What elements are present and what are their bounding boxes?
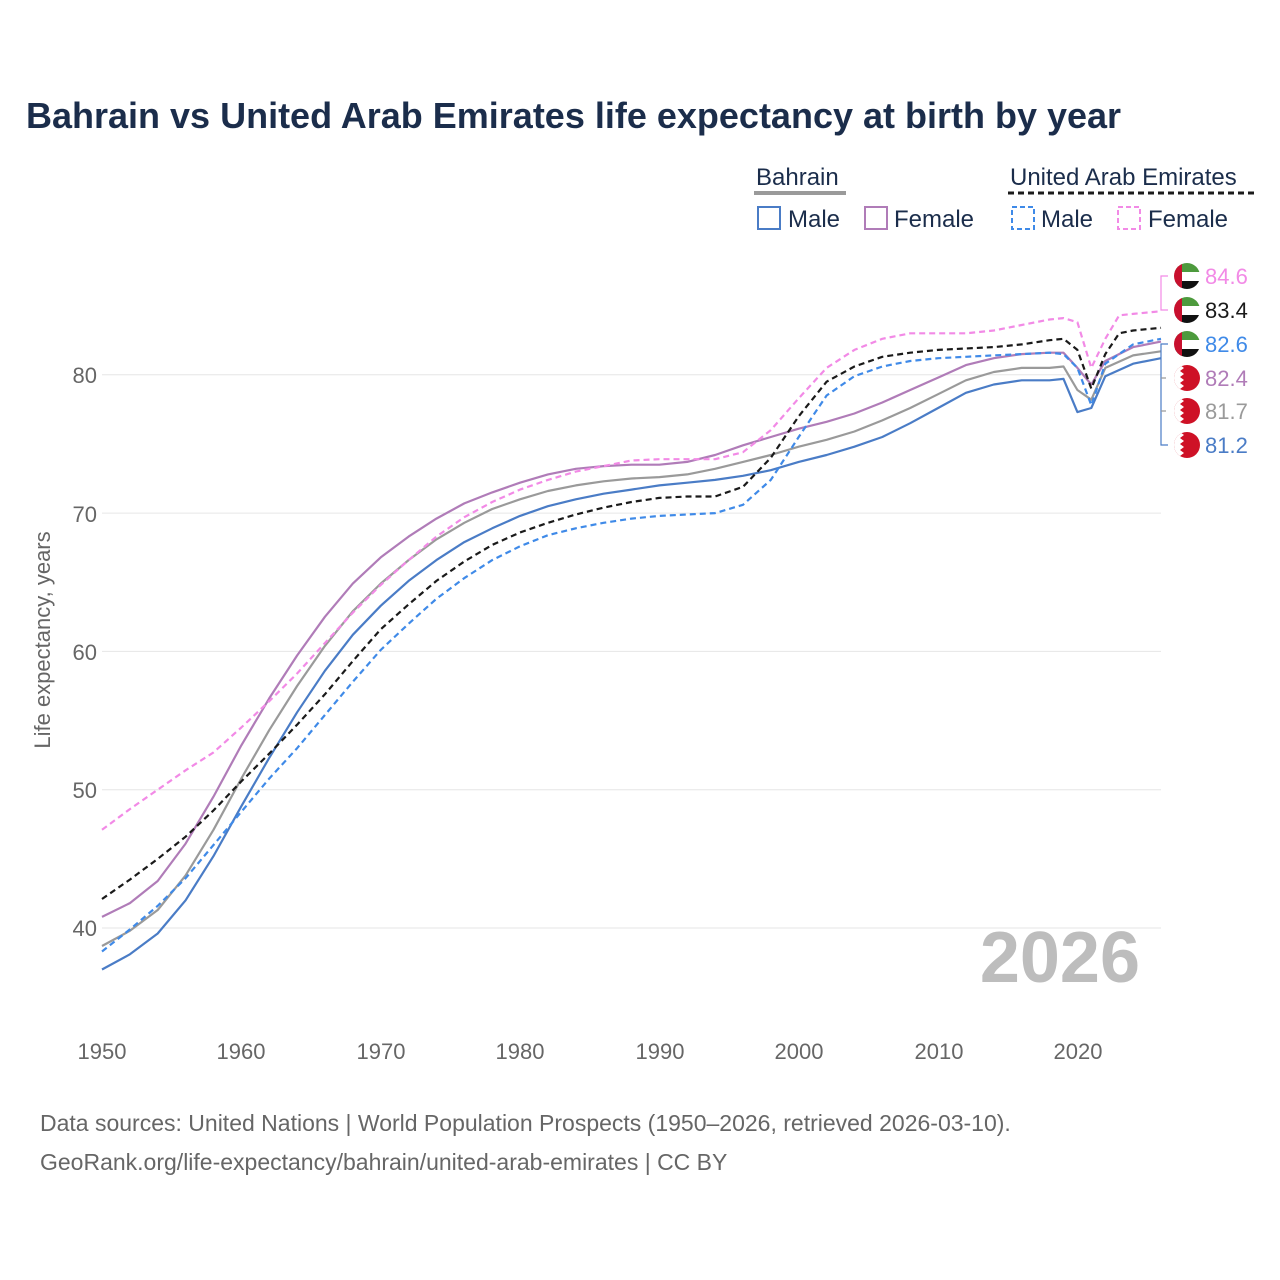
y-axis-title: Life expectancy, years (30, 531, 55, 748)
x-tick-label: 1980 (496, 1039, 545, 1064)
end-label-uae-total: 83.4 (1205, 298, 1248, 323)
x-tick-label: 2020 (1054, 1039, 1103, 1064)
y-tick-label: 50 (73, 778, 97, 803)
x-axis: 1950 1960 1970 1980 1990 2000 2010 2020 (78, 1039, 1103, 1064)
legend-label-bahrain-male: Male (788, 206, 840, 233)
footer-source: Data sources: United Nations | World Pop… (40, 1110, 1011, 1136)
series-line-uae-male (101, 337, 1162, 953)
legend-label-uae-female: Female (1148, 206, 1228, 233)
y-tick-label: 70 (73, 502, 97, 527)
legend-swatch-uae-male (1011, 206, 1035, 230)
legend-label-bahrain-female: Female (894, 206, 974, 233)
y-tick-label: 80 (73, 363, 97, 388)
legend-title-bahrain: Bahrain (756, 164, 839, 191)
uae-flag-icon (1174, 263, 1200, 289)
end-label-bahrain-male: 81.2 (1205, 433, 1248, 458)
x-tick-label: 2010 (915, 1039, 964, 1064)
y-tick-label: 60 (73, 640, 97, 665)
end-label-bahrain-female: 82.4 (1205, 366, 1248, 391)
x-tick-label: 1960 (217, 1039, 266, 1064)
legend-swatch-bahrain-male (757, 206, 781, 230)
y-axis: 40 50 60 70 80 Life expectancy, years (30, 363, 97, 941)
x-tick-label: 1950 (78, 1039, 127, 1064)
chart-title: Bahrain vs United Arab Emirates life exp… (26, 95, 1121, 136)
legend-label-uae-male: Male (1041, 206, 1093, 233)
bahrain-flag-icon (1174, 365, 1200, 391)
end-flags (1174, 263, 1200, 458)
end-labels: 84.6 83.4 82.6 82.4 81.7 81.2 (1205, 264, 1248, 458)
end-label-uae-female: 84.6 (1205, 264, 1248, 289)
series-line-uae-total (101, 326, 1162, 900)
y-tick-label: 40 (73, 916, 97, 941)
bahrain-flag-icon (1174, 432, 1200, 458)
footer-link[interactable]: GeoRank.org/life-expectancy/bahrain/unit… (40, 1149, 727, 1175)
x-tick-label: 2000 (775, 1039, 824, 1064)
end-label-uae-male: 82.6 (1205, 332, 1248, 357)
series-layer (101, 310, 1162, 971)
series-line-uae-female (101, 310, 1162, 831)
series-line-bahrain-total (101, 350, 1162, 947)
legend: Bahrain Male Female United Arab Emirates… (754, 164, 1256, 233)
bahrain-flag-icon (1174, 398, 1200, 424)
legend-swatch-bahrain-female (864, 206, 888, 230)
uae-flag-icon (1174, 297, 1200, 323)
end-label-brackets (1160, 275, 1168, 446)
legend-title-uae: United Arab Emirates (1010, 164, 1237, 191)
uae-flag-icon (1174, 331, 1200, 357)
end-label-bahrain-total: 81.7 (1205, 399, 1248, 424)
gridlines (102, 374, 1161, 929)
legend-swatch-uae-female (1117, 206, 1141, 230)
series-line-bahrain-male (101, 357, 1162, 971)
x-tick-label: 1970 (357, 1039, 406, 1064)
year-label: 2026 (980, 918, 1140, 998)
series-line-bahrain-female (101, 340, 1162, 918)
x-tick-label: 1990 (636, 1039, 685, 1064)
